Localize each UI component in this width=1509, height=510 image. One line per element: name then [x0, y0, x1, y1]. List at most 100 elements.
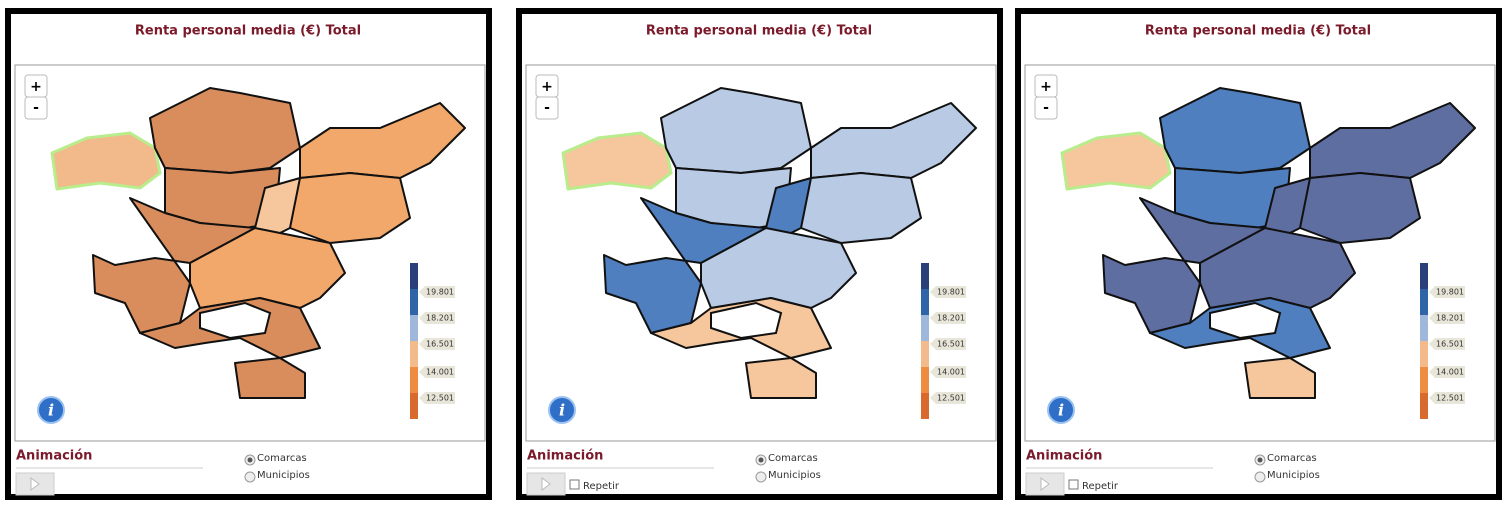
legend-label: 12.501 — [426, 394, 454, 403]
legend-label: 18.201 — [426, 314, 454, 323]
legend-tag — [1429, 366, 1465, 378]
repeat-checkbox[interactable] — [569, 479, 580, 490]
radio[interactable] — [1254, 471, 1266, 483]
panel: Renta personal media (€) Total + - 19.801 18… — [5, 8, 492, 500]
panel: Renta personal media (€) Total + - 19.801 18… — [516, 8, 1003, 500]
region — [234, 357, 306, 399]
legend-swatch — [1420, 367, 1428, 393]
legend-label: 18.201 — [1436, 314, 1464, 323]
legend-tag — [419, 312, 455, 324]
legend-swatch — [410, 263, 418, 289]
radio-label: Municipios — [768, 470, 821, 481]
legend-label: 16.501 — [426, 340, 454, 349]
regions — [561, 87, 977, 399]
radio[interactable] — [755, 471, 767, 483]
play-icon — [30, 477, 40, 491]
info-button[interactable] — [37, 396, 65, 424]
legend-label: 14.001 — [426, 368, 454, 377]
regions — [50, 87, 466, 399]
region — [660, 87, 812, 174]
info-icon: i — [48, 401, 54, 420]
legend-swatch — [921, 367, 929, 393]
legend-label: 19.801 — [937, 288, 965, 297]
region — [561, 131, 673, 191]
zoom-out-label: - — [33, 100, 39, 116]
region — [745, 357, 817, 399]
legend-tag — [930, 286, 966, 298]
zoom-out-button[interactable] — [1034, 96, 1058, 120]
legend-label: 19.801 — [426, 288, 454, 297]
info-button[interactable] — [548, 396, 576, 424]
legend-label: 14.001 — [1436, 368, 1464, 377]
zoom-in-label: + — [30, 79, 42, 95]
repeat-checkbox[interactable] — [1068, 479, 1079, 490]
region — [700, 227, 857, 309]
radio-label: Comarcas — [1267, 453, 1317, 464]
zoom-out-button[interactable] — [24, 96, 48, 120]
legend-swatch — [410, 315, 418, 341]
zoom-out-button[interactable] — [535, 96, 559, 120]
map-title: Renta personal media (€) Total — [1145, 24, 1371, 39]
legend-tag — [419, 338, 455, 350]
legend-tag — [930, 366, 966, 378]
animation-heading: Animación — [16, 449, 92, 464]
zoom-in-label: + — [541, 79, 553, 95]
region — [1244, 357, 1316, 399]
legend-tag — [1429, 312, 1465, 324]
region — [1060, 131, 1172, 191]
legend-label: 16.501 — [937, 340, 965, 349]
legend-swatch — [921, 341, 929, 367]
legend-label: 12.501 — [937, 394, 965, 403]
regions — [1060, 87, 1476, 399]
radio-label: Municipios — [1267, 470, 1320, 481]
enclave — [1209, 301, 1282, 340]
legend-swatch — [921, 393, 929, 419]
legend-label: 18.201 — [937, 314, 965, 323]
legend-swatch — [1420, 315, 1428, 341]
legend-tag — [930, 312, 966, 324]
region — [149, 87, 301, 174]
legend-swatch — [410, 289, 418, 315]
radio-dot — [247, 457, 253, 463]
legend-swatch — [1420, 289, 1428, 315]
legend-tag — [419, 366, 455, 378]
legend-swatch — [410, 393, 418, 419]
radio-dot — [758, 457, 764, 463]
legend-label: 16.501 — [1436, 340, 1464, 349]
panel: Renta personal media (€) Total + - 19.801 18… — [1015, 8, 1502, 500]
legend-tag — [419, 392, 455, 404]
legend-tag — [1429, 286, 1465, 298]
legend-label: 14.001 — [937, 368, 965, 377]
map-title: Renta personal media (€) Total — [135, 24, 361, 39]
legend-label: 12.501 — [1436, 394, 1464, 403]
region — [1159, 87, 1311, 174]
info-button[interactable] — [1047, 396, 1075, 424]
legend-swatch — [921, 315, 929, 341]
legend-swatch — [410, 367, 418, 393]
legend-tag — [1429, 392, 1465, 404]
legend-tag — [930, 392, 966, 404]
legend-swatch — [1420, 263, 1428, 289]
enclave — [199, 301, 272, 340]
radio-label: Municipios — [257, 470, 310, 481]
region — [1199, 227, 1356, 309]
legend-swatch — [1420, 393, 1428, 419]
radio-label: Comarcas — [257, 453, 307, 464]
info-icon: i — [559, 401, 565, 420]
legend-tag — [930, 338, 966, 350]
legend-tag — [419, 286, 455, 298]
region — [50, 131, 162, 191]
legend-swatch — [921, 263, 929, 289]
radio-dot — [1257, 457, 1263, 463]
play-icon — [541, 477, 551, 491]
legend-swatch — [410, 341, 418, 367]
animation-heading: Animación — [1026, 449, 1102, 464]
play-icon — [1040, 477, 1050, 491]
region — [189, 227, 346, 309]
legend-swatch — [1420, 341, 1428, 367]
info-icon: i — [1058, 401, 1064, 420]
radio[interactable] — [244, 471, 256, 483]
enclave — [710, 301, 783, 340]
radio-label: Comarcas — [768, 453, 818, 464]
